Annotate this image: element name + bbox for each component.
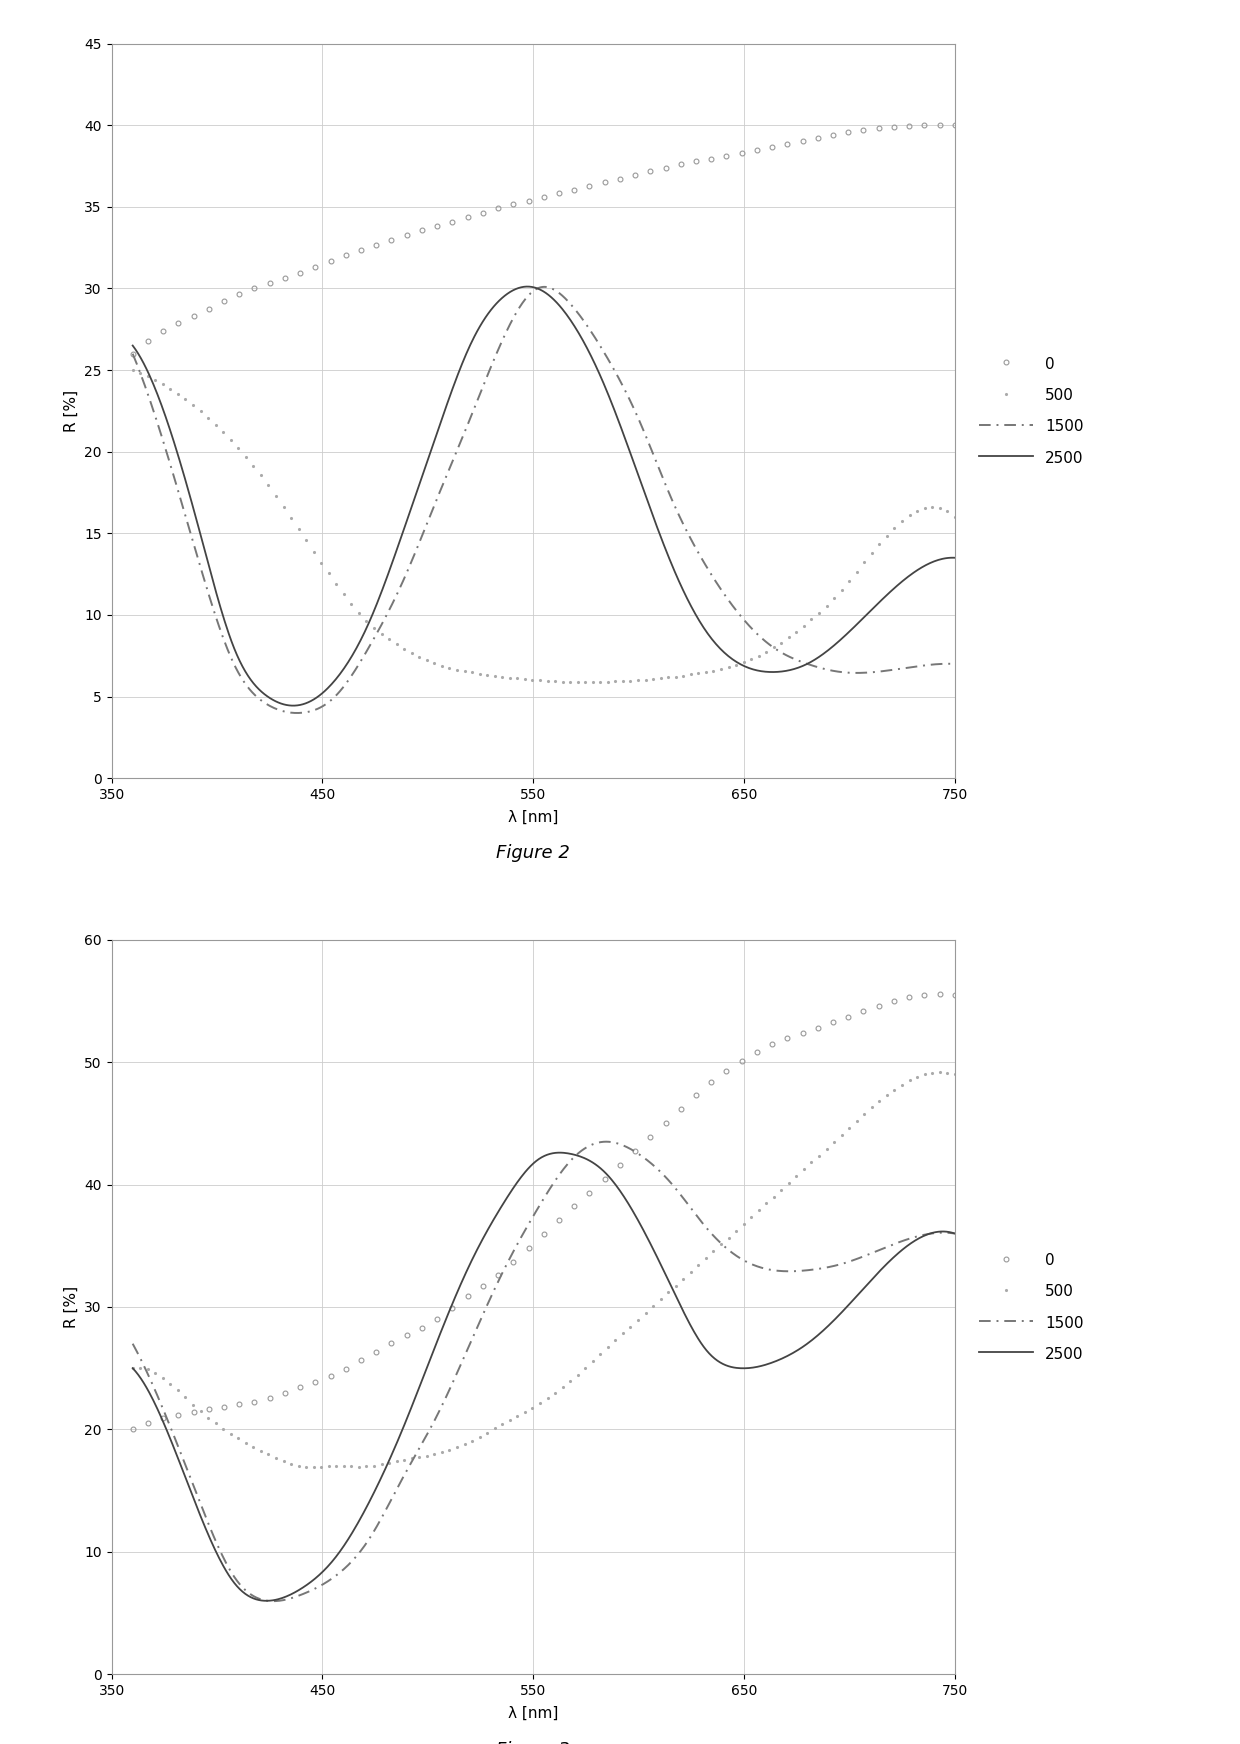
0	[932, 984, 947, 1005]
2500	[552, 1142, 567, 1163]
500	[713, 1235, 728, 1256]
0	[125, 344, 140, 364]
1500	[613, 1134, 627, 1155]
1500	[599, 1132, 614, 1153]
500	[525, 670, 539, 691]
0	[947, 115, 962, 136]
2500	[125, 335, 140, 356]
Line: 0: 0	[130, 122, 957, 356]
Y-axis label: R [%]: R [%]	[63, 391, 78, 433]
Line: 500: 500	[131, 368, 956, 684]
0	[856, 119, 870, 140]
2500	[677, 1303, 692, 1324]
1500	[947, 654, 962, 675]
500	[713, 659, 728, 680]
1500	[125, 344, 140, 364]
0	[947, 984, 962, 1005]
500	[578, 671, 593, 692]
500	[932, 1062, 947, 1083]
1500	[272, 1591, 286, 1611]
Line: 1500: 1500	[133, 1142, 955, 1601]
1500	[265, 1591, 280, 1611]
500	[903, 1071, 918, 1092]
2500	[613, 413, 627, 434]
0	[217, 1397, 232, 1418]
0	[430, 216, 445, 237]
1500	[339, 673, 353, 694]
Line: 1500: 1500	[133, 286, 955, 713]
500	[374, 1454, 389, 1475]
1500	[746, 621, 761, 642]
2500	[947, 1223, 962, 1243]
2500	[339, 656, 353, 677]
0	[856, 1001, 870, 1022]
2500	[286, 696, 301, 717]
0	[324, 1366, 339, 1386]
Legend: 0, 500, 1500, 2500: 0, 500, 1500, 2500	[980, 356, 1084, 466]
Text: Figure 2: Figure 2	[496, 844, 570, 862]
Y-axis label: R [%]: R [%]	[63, 1285, 78, 1327]
2500	[677, 582, 692, 603]
1500	[498, 323, 513, 344]
1500	[125, 1332, 140, 1353]
1500	[677, 516, 692, 537]
1500	[677, 1189, 692, 1210]
0	[430, 1308, 445, 1329]
0	[932, 115, 947, 136]
1500	[746, 1256, 761, 1277]
500	[367, 617, 382, 638]
Line: 2500: 2500	[133, 286, 955, 706]
2500	[498, 284, 513, 305]
2500	[270, 692, 285, 713]
0	[324, 251, 339, 272]
1500	[290, 703, 305, 724]
0	[916, 985, 931, 1006]
2500	[258, 1591, 273, 1611]
2500	[272, 1589, 286, 1610]
2500	[613, 1181, 627, 1202]
0	[278, 1383, 293, 1404]
500	[947, 506, 962, 527]
X-axis label: λ [nm]: λ [nm]	[508, 811, 558, 825]
2500	[498, 1189, 513, 1210]
1500	[947, 1223, 962, 1243]
500	[903, 504, 918, 525]
1500	[498, 1256, 513, 1277]
Line: 500: 500	[131, 1071, 956, 1468]
500	[125, 1359, 140, 1380]
2500	[339, 1533, 353, 1554]
0	[217, 291, 232, 312]
1500	[339, 1557, 353, 1578]
2500	[521, 276, 536, 296]
500	[502, 668, 517, 689]
2500	[746, 659, 761, 680]
500	[940, 1062, 955, 1083]
2500	[947, 548, 962, 569]
Text: Figure 3: Figure 3	[496, 1741, 570, 1744]
2500	[125, 1359, 140, 1380]
X-axis label: λ [nm]: λ [nm]	[508, 1706, 558, 1721]
500	[532, 1393, 547, 1414]
Legend: 0, 500, 1500, 2500: 0, 500, 1500, 2500	[980, 1252, 1084, 1362]
0	[125, 1420, 140, 1441]
1500	[270, 699, 285, 720]
500	[510, 1406, 525, 1427]
500	[125, 359, 140, 380]
0	[916, 115, 931, 136]
500	[932, 497, 947, 518]
1500	[613, 370, 627, 391]
2500	[746, 1357, 761, 1378]
Line: 0: 0	[130, 992, 957, 1432]
1500	[537, 276, 552, 296]
Line: 2500: 2500	[133, 1153, 955, 1601]
500	[306, 1456, 321, 1477]
0	[278, 267, 293, 288]
500	[947, 1064, 962, 1085]
